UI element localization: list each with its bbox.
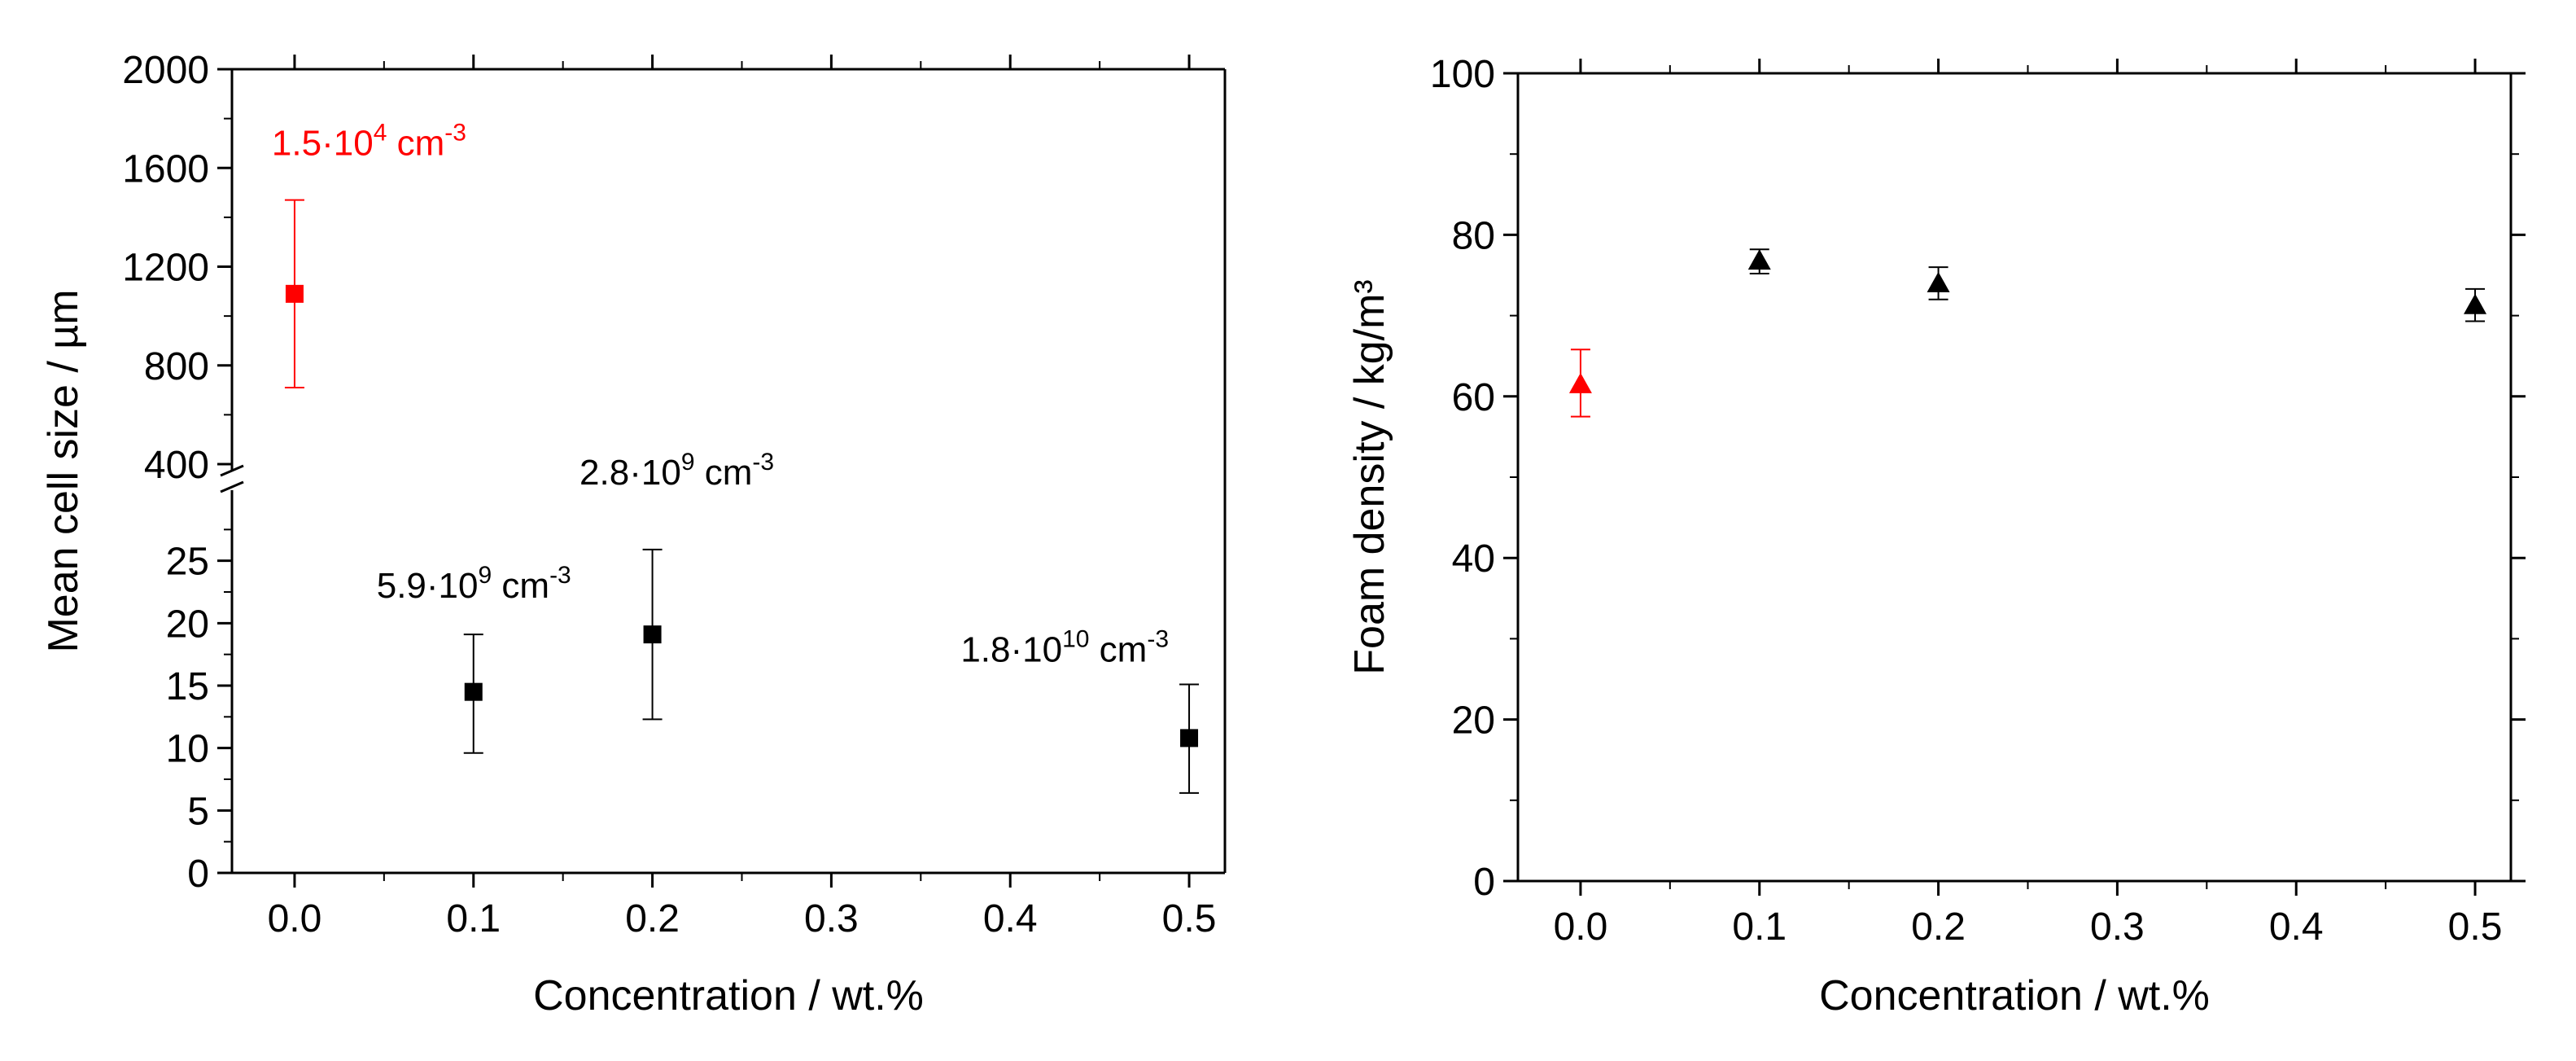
y-tick-label: 25 [166, 541, 209, 584]
plot-frame [1516, 72, 2513, 883]
x-tick-label: 0.1 [446, 897, 501, 940]
y-tick-label: 800 [144, 345, 209, 388]
y-tick-label: 0 [1473, 861, 1495, 904]
x-axis-title: Concentration / wt.% [1819, 972, 2210, 1019]
y-tick-label: 10 [166, 728, 209, 771]
y-axis-title: Foam density / kg/m³ [1346, 279, 1393, 674]
data-point [643, 625, 662, 644]
data-point [464, 682, 483, 701]
chart-mean-cell-size: 400 800 1200 1600 2000 0 5 10 15 20 25 0.0 0.1 0.2 0.3… [40, 49, 1227, 1019]
y-tick-label: 60 [1452, 376, 1495, 419]
data-point [285, 284, 304, 303]
axis-break-mark [220, 464, 244, 477]
axis-break-mark [220, 480, 244, 493]
chart-foam-density: 0 20 40 60 80 100 0.0 0.1 0.2 0.3 0.4 0.5 Concentrat… [1346, 53, 2526, 1019]
y-tick-label: 0 [187, 853, 209, 896]
data-point [1747, 249, 1771, 270]
point-annotation: 1.8·1010 cm-3 [960, 625, 1169, 669]
x-tick-label: 0.4 [2269, 905, 2324, 949]
y-tick-label: 1200 [122, 247, 209, 290]
y-tick-label: 40 [1452, 537, 1495, 581]
data-point [1568, 372, 1592, 393]
data-point [2464, 293, 2487, 314]
x-tick-label: 0.3 [804, 897, 859, 940]
y-tick-label: 2000 [122, 49, 209, 92]
y-tick-label: 20 [1452, 699, 1495, 743]
y-tick-label: 15 [166, 665, 209, 708]
point-annotation: 5.9·109 cm-3 [377, 562, 571, 606]
x-tick-label: 0.5 [1162, 897, 1217, 940]
x-tick-label: 0.3 [2090, 905, 2145, 949]
x-tick-label: 0.5 [2448, 905, 2503, 949]
x-tick-label: 0.2 [1911, 905, 1966, 949]
data-point [1927, 271, 1950, 292]
y-tick-label: 1600 [122, 147, 209, 191]
x-tick-label: 0.4 [983, 897, 1038, 940]
data-point [1180, 729, 1199, 748]
y-tick-label: 20 [166, 603, 209, 646]
y-tick-label: 100 [1430, 53, 1495, 96]
y-tick-label: 5 [187, 790, 209, 833]
x-tick-label: 0.0 [268, 897, 322, 940]
x-tick-label: 0.0 [1554, 905, 1608, 949]
y-tick-label: 80 [1452, 214, 1495, 257]
y-tick-label: 400 [144, 444, 209, 487]
y-axis-title: Mean cell size / µm [40, 289, 87, 652]
x-tick-label: 0.2 [625, 897, 680, 940]
point-annotation: 2.8·109 cm-3 [579, 449, 774, 493]
x-tick-label: 0.1 [1732, 905, 1787, 949]
x-axis-title: Concentration / wt.% [533, 972, 924, 1019]
point-annotation: 1.5·104 cm-3 [272, 120, 466, 164]
